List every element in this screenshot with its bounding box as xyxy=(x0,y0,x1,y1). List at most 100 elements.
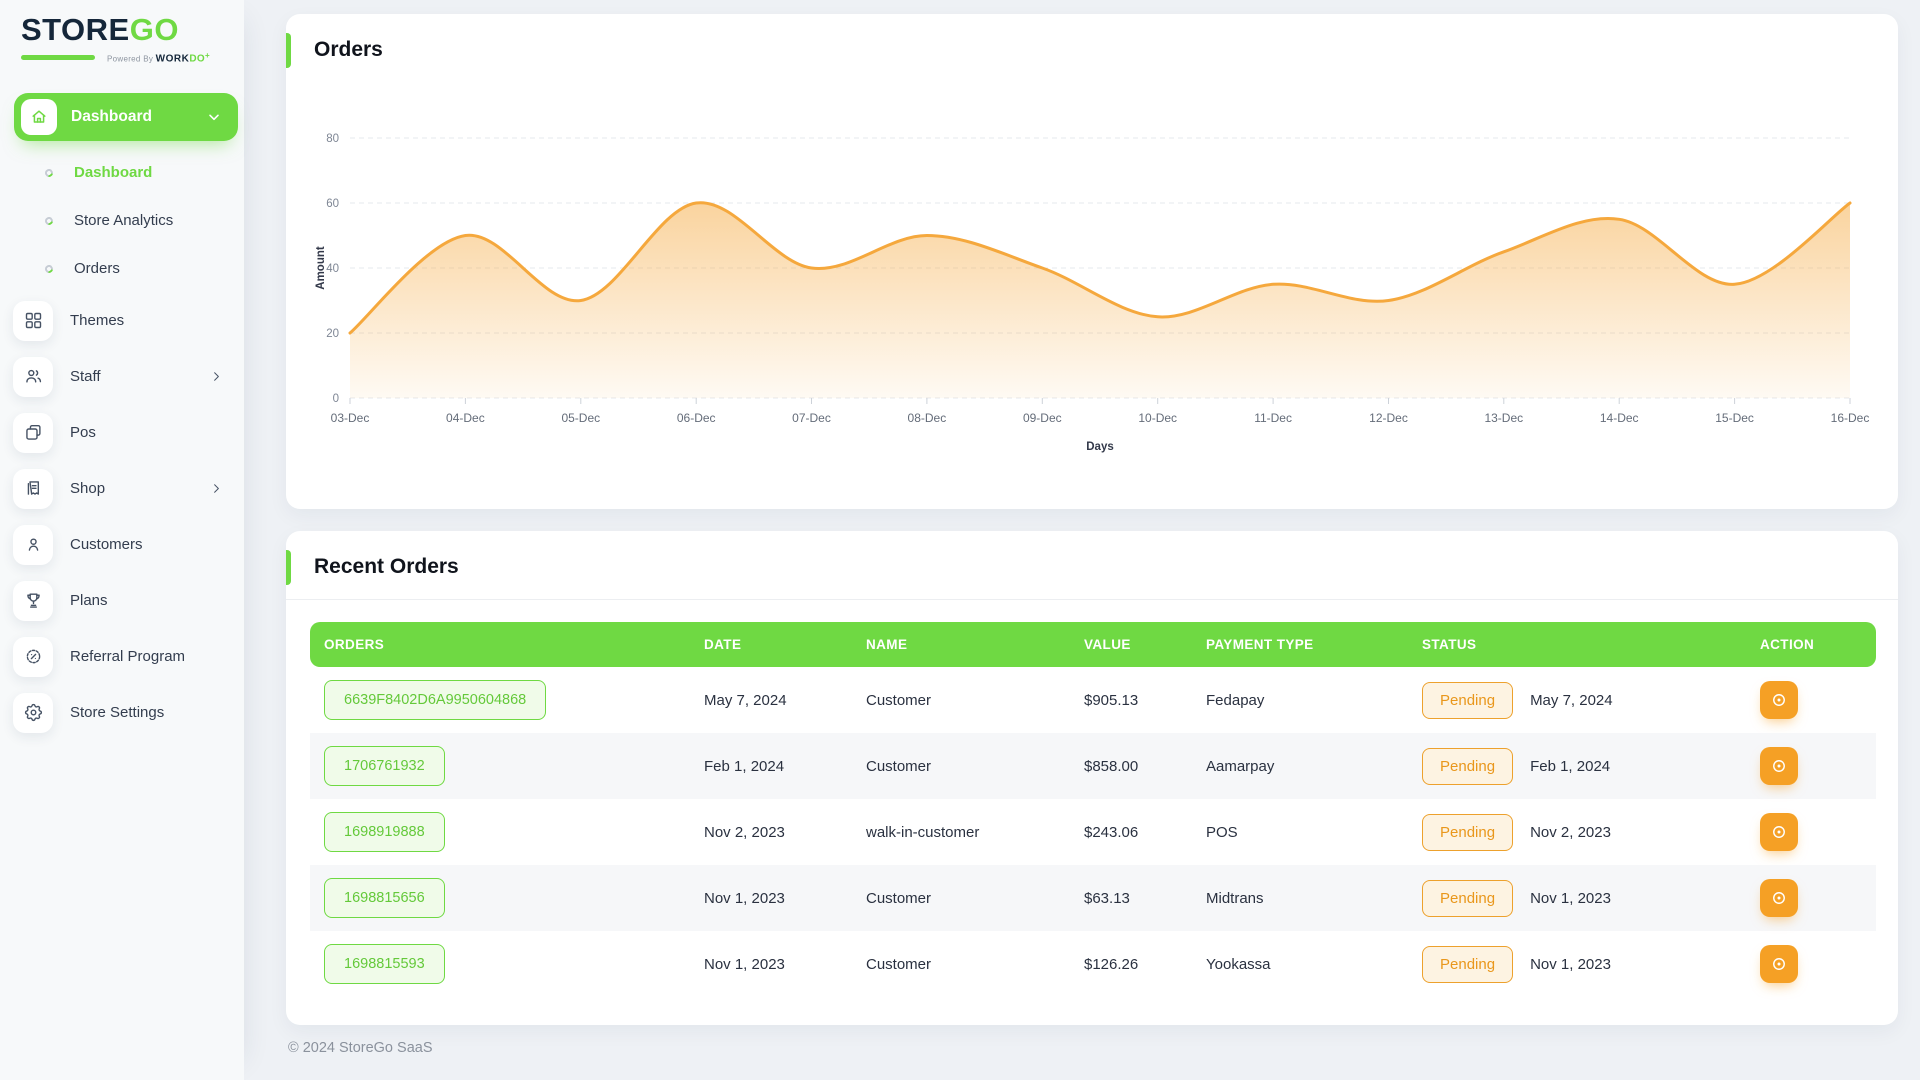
sidebar-item-themes[interactable]: Themes xyxy=(0,293,244,349)
svg-text:04-Dec: 04-Dec xyxy=(446,411,485,425)
sidebar-item-store-settings[interactable]: Store Settings xyxy=(0,685,244,741)
orders-card-title: Orders xyxy=(314,38,383,61)
ring-bullet-icon xyxy=(43,167,55,179)
view-icon xyxy=(1769,756,1789,776)
sidebar: STOREGO Powered By WORKDO+ Dashboard Das… xyxy=(0,0,244,1080)
plans-icon xyxy=(13,580,53,621)
view-order-button[interactable] xyxy=(1760,813,1798,851)
sidebar-item-label: Themes xyxy=(70,312,125,330)
column-header-status: STATUS xyxy=(1408,622,1746,667)
referral-icon xyxy=(13,636,53,677)
table-row: 1698815656 Nov 1, 2023 Customer $63.13 Midtr… xyxy=(310,865,1876,931)
status-date: May 7, 2024 xyxy=(1530,691,1613,709)
themes-icon xyxy=(13,300,53,341)
svg-text:09-Dec: 09-Dec xyxy=(1023,411,1062,425)
brand-primary: STORE xyxy=(21,12,130,47)
chevron-right-icon xyxy=(209,481,224,496)
shop-icon xyxy=(13,468,53,509)
svg-text:06-Dec: 06-Dec xyxy=(677,411,716,425)
status-badge: Pending xyxy=(1422,747,1514,785)
status-date: Nov 1, 2023 xyxy=(1530,889,1611,907)
sidebar-subitem-dashboard[interactable]: Dashboard xyxy=(0,149,244,197)
sidebar-group-label: Dashboard xyxy=(71,107,152,125)
order-payment-type: POS xyxy=(1206,823,1238,841)
sidebar-item-label: Plans xyxy=(70,592,108,610)
order-name: Customer xyxy=(866,889,932,907)
sidebar-item-pos[interactable]: Pos xyxy=(0,405,244,461)
ring-bullet-icon xyxy=(43,263,55,275)
status-badge: Pending xyxy=(1422,681,1514,719)
order-id-badge[interactable]: 1698919888 xyxy=(324,812,445,852)
sidebar-main-menu: Themes Staff Pos Shop Customers Plans Referral… xyxy=(0,293,244,741)
svg-text:Amount: Amount xyxy=(315,246,327,290)
brand-logo: STOREGO Powered By WORKDO+ xyxy=(0,14,244,65)
sidebar-subitem-label: Store Analytics xyxy=(74,212,174,230)
customers-icon xyxy=(13,524,53,565)
order-payment-type: Yookassa xyxy=(1206,955,1271,973)
sidebar-subitem-orders[interactable]: Orders xyxy=(0,245,244,293)
sidebar-item-label: Customers xyxy=(70,536,143,554)
svg-text:11-Dec: 11-Dec xyxy=(1254,411,1292,425)
column-header-date: DATE xyxy=(690,622,852,667)
table-row: 1706761932 Feb 1, 2024 Customer $858.00 Aama… xyxy=(310,733,1876,799)
view-icon xyxy=(1769,822,1789,842)
column-header-action: ACTION xyxy=(1746,622,1876,667)
home-icon xyxy=(21,98,57,135)
view-order-button[interactable] xyxy=(1760,945,1798,983)
order-payment-type: Midtrans xyxy=(1206,889,1264,907)
chevron-right-icon xyxy=(209,369,224,384)
settings-icon xyxy=(13,692,53,733)
main-content: Orders 0 20 40 60 80 03-Dec 04-Dec 05-Dec 06-Dec… xyxy=(244,0,1920,1056)
order-id-badge[interactable]: 6639F8402D6A9950604868 xyxy=(324,680,547,720)
svg-text:0: 0 xyxy=(333,393,339,405)
ring-bullet-icon xyxy=(43,215,55,227)
sidebar-group-dashboard[interactable]: Dashboard xyxy=(14,92,238,141)
order-id-badge[interactable]: 1698815593 xyxy=(324,944,445,984)
svg-text:60: 60 xyxy=(326,198,339,210)
sidebar-subitem-label: Dashboard xyxy=(74,164,153,182)
order-id-badge[interactable]: 1706761932 xyxy=(324,746,445,786)
svg-text:03-Dec: 03-Dec xyxy=(331,411,370,425)
status-date: Feb 1, 2024 xyxy=(1530,757,1611,775)
status-badge: Pending xyxy=(1422,879,1514,917)
svg-text:15-Dec: 15-Dec xyxy=(1715,411,1754,425)
table-row: 1698919888 Nov 2, 2023 walk-in-customer $24… xyxy=(310,799,1876,865)
order-name: Customer xyxy=(866,691,932,709)
status-badge: Pending xyxy=(1422,945,1514,983)
order-id-badge[interactable]: 1698815656 xyxy=(324,878,445,918)
staff-icon xyxy=(13,356,53,397)
view-order-button[interactable] xyxy=(1760,747,1798,785)
status-badge: Pending xyxy=(1422,813,1514,851)
sidebar-sub-menu: Dashboard Store Analytics Orders xyxy=(0,149,244,293)
order-name: walk-in-customer xyxy=(866,823,980,841)
view-icon xyxy=(1769,954,1789,974)
order-date: May 7, 2024 xyxy=(704,691,787,709)
view-order-button[interactable] xyxy=(1760,879,1798,917)
view-order-button[interactable] xyxy=(1760,681,1798,719)
svg-text:20: 20 xyxy=(326,328,339,340)
sidebar-item-label: Staff xyxy=(70,368,101,386)
order-value: $858.00 xyxy=(1084,757,1139,775)
svg-text:13-Dec: 13-Dec xyxy=(1484,411,1523,425)
copyright: © 2024 StoreGo SaaS xyxy=(288,1040,433,1056)
svg-text:Days: Days xyxy=(1086,441,1114,453)
sidebar-subitem-store-analytics[interactable]: Store Analytics xyxy=(0,197,244,245)
status-date: Nov 1, 2023 xyxy=(1530,955,1611,973)
order-value: $905.13 xyxy=(1084,691,1139,709)
order-date: Feb 1, 2024 xyxy=(704,757,785,775)
column-header-orders: ORDERS xyxy=(310,622,690,667)
order-date: Nov 1, 2023 xyxy=(704,889,785,907)
sidebar-item-plans[interactable]: Plans xyxy=(0,573,244,629)
orders-card: Orders 0 20 40 60 80 03-Dec 04-Dec 05-Dec 06-Dec… xyxy=(286,14,1898,509)
sidebar-item-staff[interactable]: Staff xyxy=(0,349,244,405)
recent-orders-table-wrap: ORDERS DATE NAME VALUE PAYMENT TYPE STATUS ACT… xyxy=(286,600,1898,1025)
brand-wordmark: STOREGO xyxy=(21,14,244,45)
svg-text:05-Dec: 05-Dec xyxy=(561,411,600,425)
svg-text:10-Dec: 10-Dec xyxy=(1138,411,1177,425)
sidebar-item-label: Pos xyxy=(70,424,96,442)
sidebar-item-referral-program[interactable]: Referral Program xyxy=(0,629,244,685)
sidebar-item-shop[interactable]: Shop xyxy=(0,461,244,517)
sidebar-item-customers[interactable]: Customers xyxy=(0,517,244,573)
recent-orders-table: ORDERS DATE NAME VALUE PAYMENT TYPE STATUS ACT… xyxy=(310,622,1876,997)
pos-icon xyxy=(13,412,53,453)
